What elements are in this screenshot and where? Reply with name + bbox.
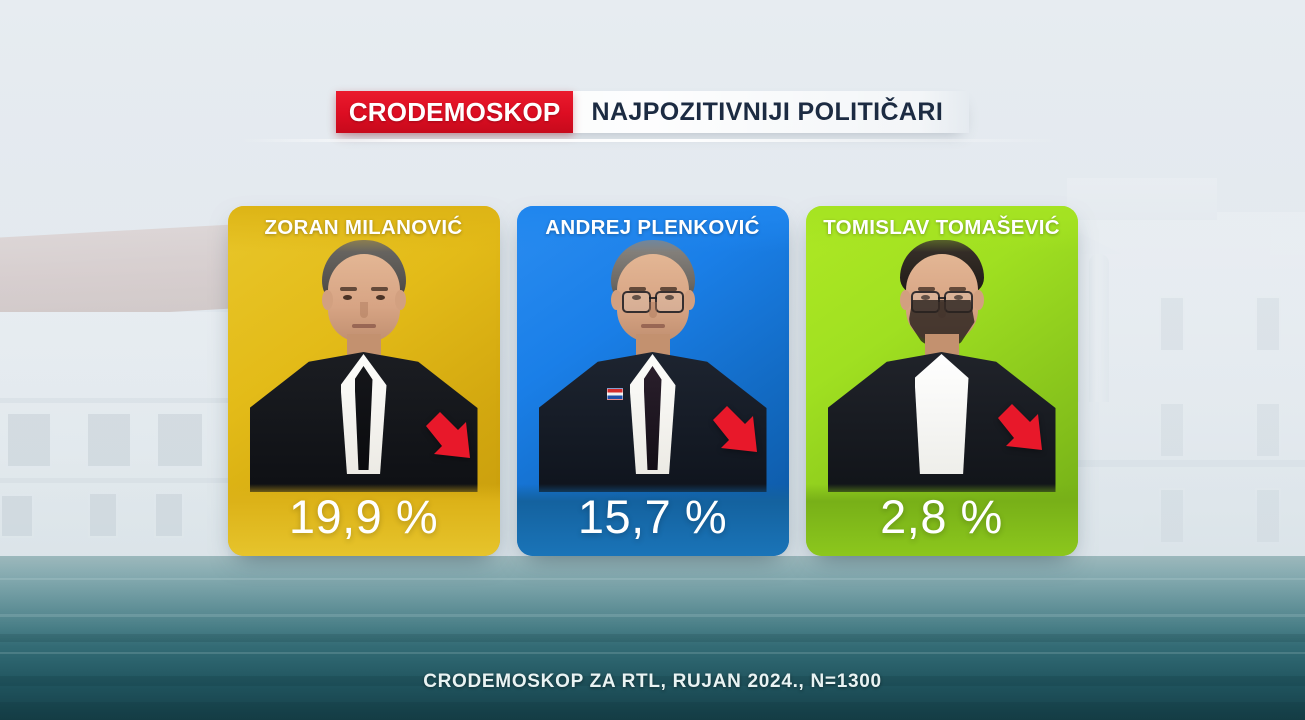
politician-card[interactable]: ZORAN MILANOVIĆ 19,9 %	[227, 206, 500, 556]
brand-logo: CRODEMOSKOP	[335, 91, 574, 133]
arrow-down-right-icon	[997, 404, 1042, 450]
eye-shape	[342, 295, 352, 300]
ear-shape	[321, 290, 333, 310]
ground-band	[0, 702, 1305, 720]
card-politician-name: ZORAN MILANOVIĆ	[264, 216, 463, 239]
politician-card[interactable]: TOMISLAV TOMAŠEVIĆ 2,8 %	[805, 206, 1078, 556]
eye-shape	[375, 295, 385, 300]
card-value-plate	[227, 484, 500, 556]
lens-shape	[654, 291, 684, 313]
header-bar: CRODEMOSKOP NAJPOZITIVNIJI POLITIČARI	[0, 88, 1305, 136]
mouth-shape	[640, 324, 665, 328]
card-politician-name: TOMISLAV TOMAŠEVIĆ	[823, 216, 1060, 239]
brow-shape	[917, 287, 935, 291]
lens-shape	[621, 291, 651, 313]
card-percentage: 19,9 %	[288, 490, 439, 543]
background-ground	[0, 556, 1305, 720]
politician-card[interactable]: ANDREJ PLENKOVIĆ 15,7 %	[516, 206, 789, 556]
page-title: NAJPOZITIVNIJI POLITIČARI	[591, 97, 944, 126]
bridge-shape	[937, 297, 946, 299]
mouth-shape	[351, 324, 376, 328]
card-percentage: 15,7 %	[577, 490, 728, 543]
eye-shape	[664, 295, 674, 300]
card-name-plate	[516, 206, 789, 252]
ground-sheen	[0, 556, 1305, 646]
ear-shape	[899, 290, 911, 310]
shirt-shape	[914, 354, 969, 474]
brow-shape	[370, 287, 388, 291]
brow-shape	[628, 287, 646, 291]
source-caption: CRODEMOSKOP ZA RTL, RUJAN 2024., N=1300	[423, 671, 882, 692]
card-name-plate	[805, 206, 1078, 252]
ground-band	[0, 676, 1305, 686]
eye-shape	[953, 295, 963, 300]
tie-shape	[643, 366, 662, 470]
eye-shape	[920, 295, 930, 300]
card-name-plate	[227, 206, 500, 252]
eye-shape	[631, 295, 641, 300]
ground-streak	[0, 652, 1305, 654]
ground-streak	[0, 578, 1305, 580]
croatian-flag-pin-icon	[606, 388, 623, 400]
bridge-shape	[648, 297, 657, 299]
card-politician-name: ANDREJ PLENKOVIĆ	[545, 216, 760, 239]
portrait-tomislav-tomasevic	[806, 238, 1078, 492]
head-shape	[327, 254, 400, 342]
card-value-plate	[516, 484, 789, 556]
card-percentage: 2,8 %	[880, 490, 1003, 543]
nose-shape	[648, 302, 657, 318]
ear-shape	[610, 290, 622, 310]
header-plate: CRODEMOSKOP NAJPOZITIVNIJI POLITIČARI	[335, 91, 970, 133]
tie-shape	[354, 366, 373, 470]
results-row: ZORAN MILANOVIĆ 19,9 %	[0, 206, 1305, 558]
card-value-plate	[805, 484, 1078, 556]
arrow-down-right-icon	[712, 406, 757, 452]
arrow-down-right-icon	[425, 412, 470, 458]
brow-shape	[659, 287, 677, 291]
brow-shape	[339, 287, 357, 291]
nose-shape	[359, 302, 368, 318]
ear-shape	[683, 290, 695, 310]
brow-shape	[948, 287, 966, 291]
header-underline	[240, 139, 1060, 142]
ear-shape	[394, 290, 406, 310]
ear-shape	[972, 290, 984, 310]
ground-band	[0, 634, 1305, 642]
ground-streak	[0, 614, 1305, 617]
glasses-shape	[621, 291, 684, 313]
